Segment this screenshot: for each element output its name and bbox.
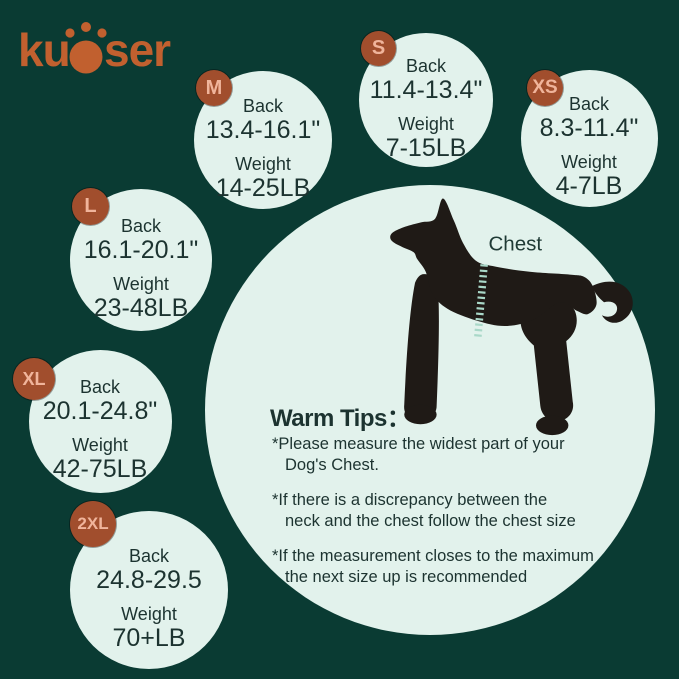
- svg-text:Chest: Chest: [488, 232, 542, 255]
